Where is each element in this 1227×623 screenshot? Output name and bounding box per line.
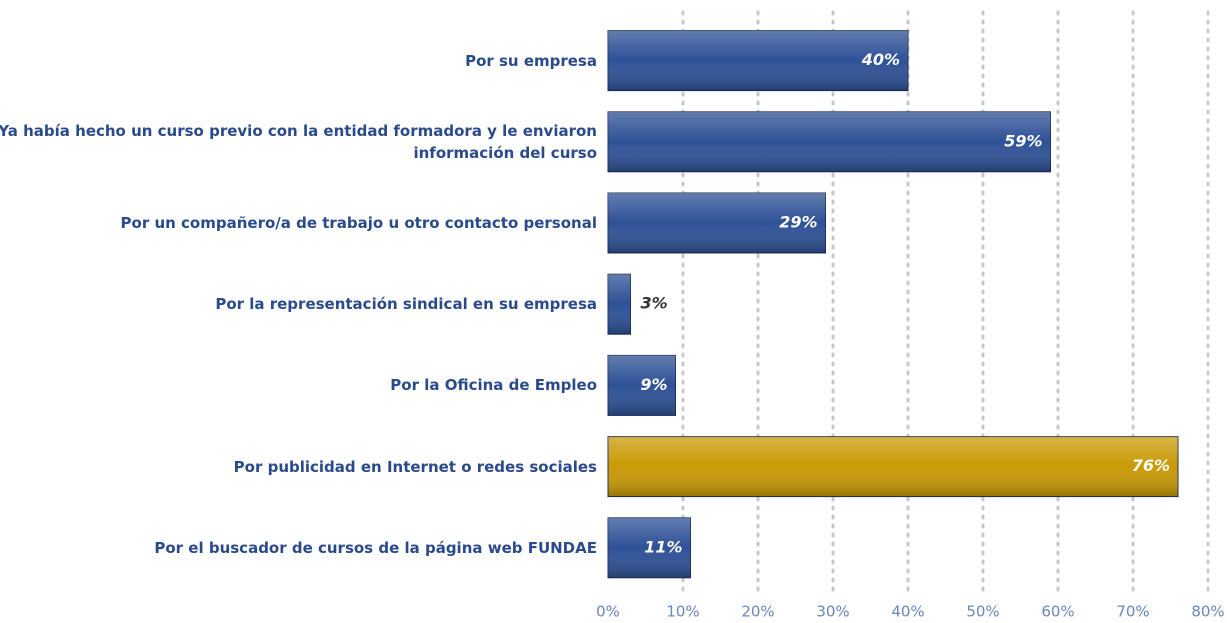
bar-shine <box>608 517 691 578</box>
x-tick-label: 70% <box>1116 603 1149 621</box>
x-tick-label: 80% <box>1191 603 1224 621</box>
x-tick-label: 0% <box>596 603 620 621</box>
value-label: 3% <box>641 294 668 313</box>
bar-shine <box>608 355 676 416</box>
category-label: Por el buscador de cursos de la página w… <box>154 538 597 557</box>
bar-shine <box>608 111 1051 172</box>
bar-shine <box>608 436 1178 497</box>
category-label: Por la representación sindical en su emp… <box>215 295 597 314</box>
value-label: 76% <box>1132 456 1170 475</box>
x-tick-label: 50% <box>966 603 999 621</box>
bar-shine <box>608 193 826 253</box>
x-tick-label: 40% <box>891 603 924 621</box>
category-label: Ya había hecho un curso previo con la en… <box>0 121 597 162</box>
value-label: 59% <box>1004 131 1042 150</box>
category-label: Por un compañero/a de trabajo u otro con… <box>120 214 597 232</box>
value-label: 40% <box>861 50 900 69</box>
category-label: Por publicidad en Internet o redes socia… <box>233 457 597 476</box>
x-tick-label: 60% <box>1041 603 1074 621</box>
x-tick-label: 20% <box>741 603 774 621</box>
x-tick-label: 10% <box>666 603 699 621</box>
bar-shine <box>608 30 908 91</box>
value-label: 29% <box>779 213 817 232</box>
value-label: 9% <box>640 375 667 394</box>
bar-shine <box>608 274 631 335</box>
x-tick-label: 30% <box>816 603 849 621</box>
category-label: Por su empresa <box>465 51 597 70</box>
category-label: Por la Oficina de Empleo <box>390 376 597 395</box>
value-label: 11% <box>644 537 682 556</box>
